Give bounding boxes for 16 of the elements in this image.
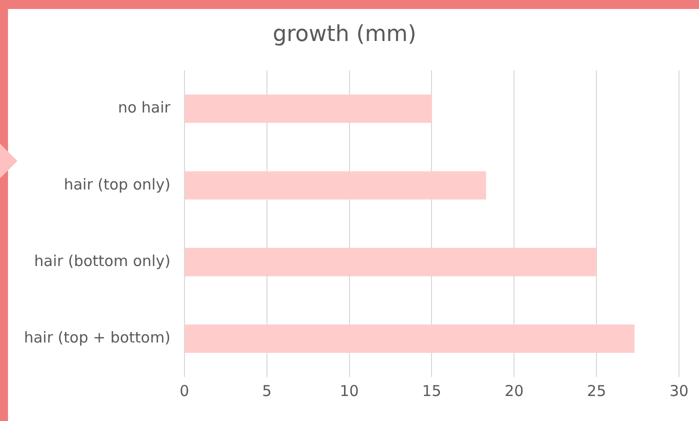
- y-tick-label: hair (bottom only): [34, 252, 170, 270]
- y-tick-label: hair (top only): [64, 175, 170, 194]
- x-tick-label: 5: [262, 382, 272, 400]
- y-tick-label: hair (top + bottom): [24, 328, 170, 347]
- x-tick-label: 10: [340, 382, 359, 400]
- x-tick-label: 0: [180, 382, 190, 400]
- x-tick-label: 15: [422, 382, 442, 400]
- bar: [184, 94, 432, 123]
- x-tick-label: 25: [587, 382, 606, 400]
- bar: [184, 171, 486, 200]
- bar: [184, 248, 597, 276]
- chart-title: growth (mm): [272, 22, 416, 47]
- y-tick-label: no hair: [118, 98, 172, 117]
- bar: [184, 324, 634, 353]
- x-tick-label: 20: [504, 382, 524, 400]
- x-tick-label: 30: [669, 382, 689, 400]
